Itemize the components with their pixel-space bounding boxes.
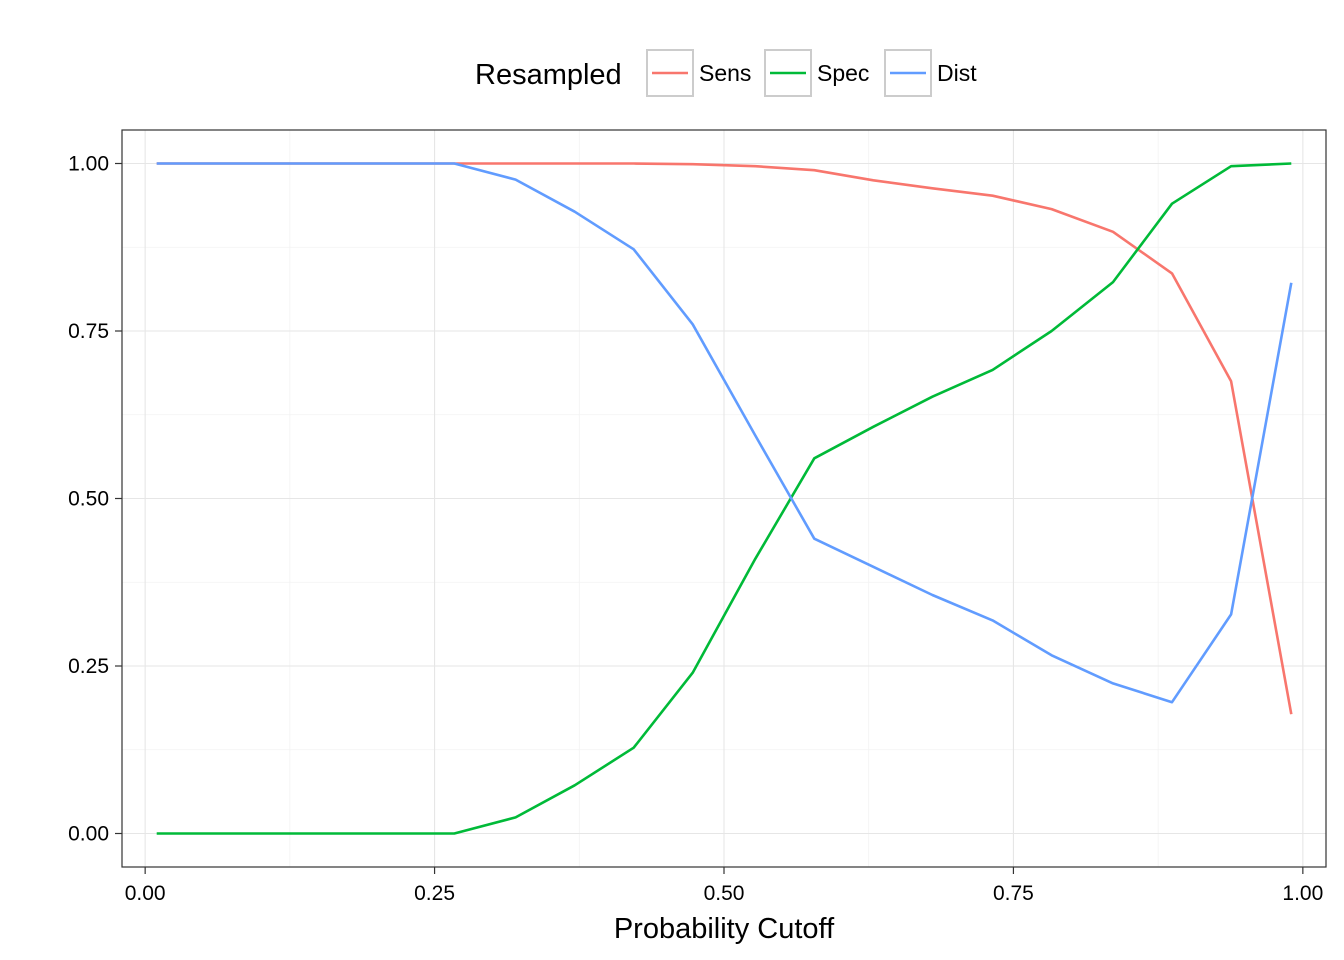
- grid-major: [122, 130, 1326, 867]
- y-tick-label: 0.75: [68, 320, 109, 343]
- series-line-spec: [156, 162, 1292, 835]
- y-tick-label: 0.50: [68, 488, 109, 511]
- x-tick-label: 0.25: [414, 882, 455, 905]
- y-tick-label: 0.25: [68, 655, 109, 678]
- y-axis: 0.00 0.25 0.50 0.75 1.00: [68, 153, 122, 846]
- legend-label-spec: Spec: [817, 60, 869, 86]
- y-tick-label: 1.00: [68, 153, 109, 176]
- y-tick-label: 0.00: [68, 823, 109, 846]
- plot-area: [121, 129, 1327, 868]
- x-axis: 0.00 0.25 0.50 0.75 1.00: [125, 867, 1323, 905]
- legend-label-sens: Sens: [699, 60, 751, 86]
- x-tick-label: 0.00: [125, 882, 166, 905]
- x-tick-label: 0.50: [704, 882, 745, 905]
- x-tick-label: 1.00: [1282, 882, 1323, 905]
- legend-label-dist: Dist: [937, 60, 977, 86]
- series-lines: [156, 162, 1293, 835]
- legend-title: Resampled: [475, 59, 622, 91]
- x-tick-label: 0.75: [993, 882, 1034, 905]
- x-axis-title: Probability Cutoff: [614, 913, 835, 945]
- legend: Resampled Sens Spec Dist: [475, 49, 977, 97]
- series-line-dist: [156, 162, 1293, 704]
- legend-items: Sens Spec Dist: [646, 49, 977, 97]
